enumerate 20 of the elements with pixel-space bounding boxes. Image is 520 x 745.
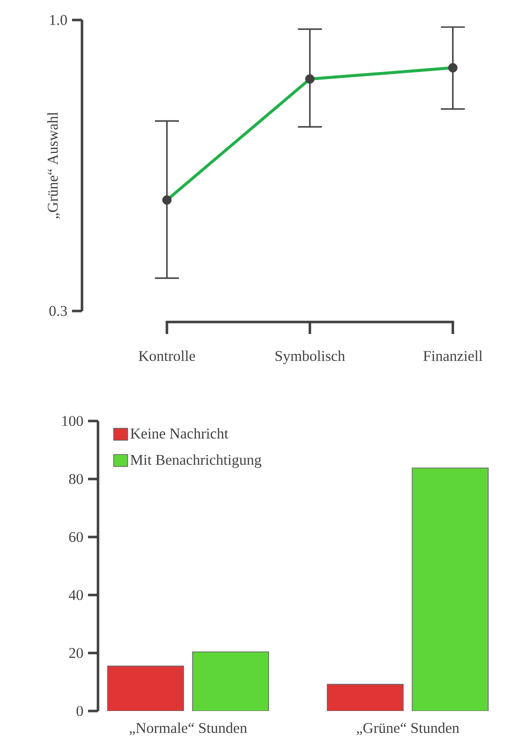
y-tick-label: 60 — [69, 532, 83, 542]
y-tick-label: 80 — [69, 474, 83, 484]
legend-label: Keine Nachricht — [130, 428, 228, 439]
y-tick-label: 1.0 — [50, 14, 67, 26]
y-tick-label: 20 — [69, 648, 83, 658]
legend-label: Mit Benachrichtigung — [130, 454, 262, 468]
bar — [192, 651, 269, 711]
bar — [412, 468, 489, 711]
bar — [326, 684, 404, 711]
y-axis-title: „Grüne“ Auswahl — [47, 112, 60, 219]
y-tick-label: 0.3 — [49, 306, 67, 316]
x-tick-label: Finanziell — [423, 350, 482, 362]
x-tick-label: „Grüne“ Stunden — [356, 722, 460, 736]
x-tick-label: „Normale“ Stunden — [130, 722, 247, 736]
y-tick-label: 0 — [76, 706, 83, 716]
y-tick-label: 100 — [62, 416, 83, 426]
y-tick-label: 40 — [68, 590, 83, 600]
x-tick-label: Symbolisch — [276, 350, 345, 364]
bar — [107, 666, 184, 711]
x-tick-label: Kontrolle — [138, 350, 196, 362]
